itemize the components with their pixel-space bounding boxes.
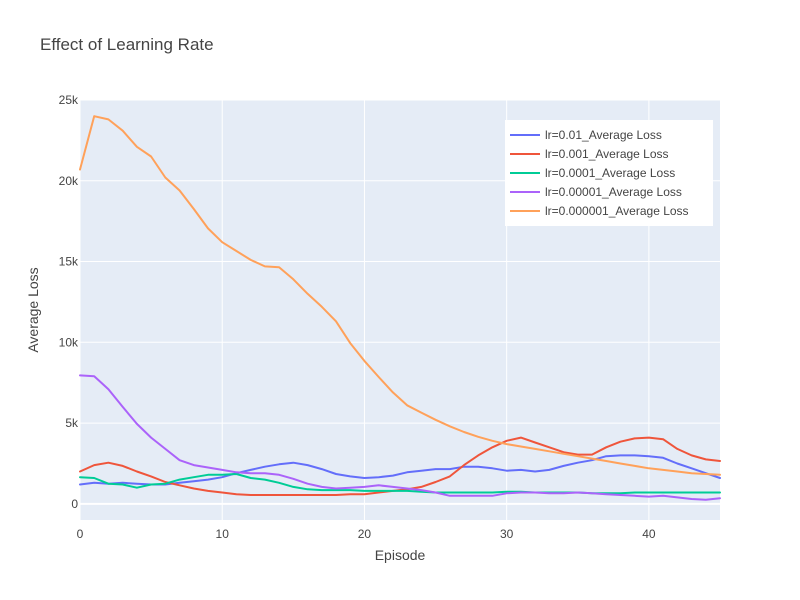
- x-tick-labels: 0 10 20 30 40: [77, 527, 656, 541]
- legend-label: lr=0.01_Average Loss: [545, 128, 662, 142]
- legend-label: lr=0.001_Average Loss: [545, 147, 669, 161]
- y-tick-label: 10k: [59, 335, 79, 349]
- x-tick-label: 40: [642, 527, 656, 541]
- y-axis-title: Average Loss: [25, 267, 41, 352]
- y-tick-labels: 0 5k 10k 15k 20k 25k: [59, 93, 79, 511]
- x-tick-label: 10: [216, 527, 230, 541]
- y-tick-label: 25k: [59, 93, 79, 107]
- series-line-5: [79, 115, 721, 476]
- series-line-3: [79, 473, 721, 495]
- legend-label: lr=0.000001_Average Loss: [545, 204, 689, 218]
- legend-label: lr=0.0001_Average Loss: [545, 166, 675, 180]
- y-tick-label: 20k: [59, 174, 79, 188]
- x-tick-label: 20: [358, 527, 372, 541]
- x-tick-label: 0: [77, 527, 84, 541]
- legend: lr=0.01_Average Loss lr=0.001_Average Los…: [505, 120, 713, 226]
- series-line-1: [79, 454, 721, 486]
- y-tick-label: 5k: [65, 416, 79, 430]
- x-axis-title: Episode: [375, 547, 426, 563]
- series-line-4: [79, 374, 721, 501]
- x-tick-label: 30: [500, 527, 514, 541]
- series-lines: [79, 115, 721, 501]
- y-tick-label: 0: [71, 497, 78, 511]
- legend-label: lr=0.00001_Average Loss: [545, 185, 682, 199]
- y-tick-label: 15k: [59, 255, 79, 269]
- chart-title: Effect of Learning Rate: [40, 35, 214, 54]
